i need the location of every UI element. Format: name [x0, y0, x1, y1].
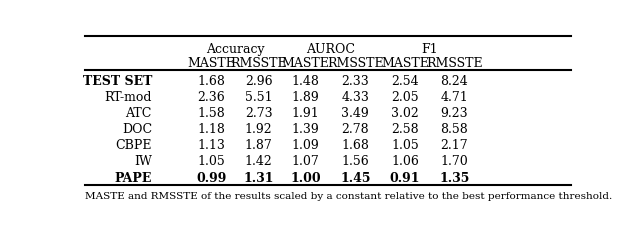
- Text: 1.48: 1.48: [292, 74, 319, 87]
- Text: 2.17: 2.17: [441, 139, 468, 152]
- Text: 2.73: 2.73: [244, 106, 273, 119]
- Text: 1.05: 1.05: [198, 155, 225, 168]
- Text: 2.54: 2.54: [391, 74, 419, 87]
- Text: 1.45: 1.45: [340, 171, 371, 184]
- Text: 1.89: 1.89: [292, 90, 319, 103]
- Text: 1.92: 1.92: [244, 123, 273, 135]
- Text: MASTE: MASTE: [282, 57, 330, 70]
- Text: RMSSTE: RMSSTE: [426, 57, 483, 70]
- Text: 1.00: 1.00: [291, 171, 321, 184]
- Text: MASTE: MASTE: [381, 57, 429, 70]
- Text: 2.33: 2.33: [341, 74, 369, 87]
- Text: 3.02: 3.02: [391, 106, 419, 119]
- Text: PAPE: PAPE: [115, 171, 152, 184]
- Text: RMSSTE: RMSSTE: [230, 57, 287, 70]
- Text: 1.39: 1.39: [292, 123, 319, 135]
- Text: MASTE: MASTE: [188, 57, 236, 70]
- Text: 1.42: 1.42: [244, 155, 273, 168]
- Text: RT-mod: RT-mod: [104, 90, 152, 103]
- Text: RMSSTE: RMSSTE: [327, 57, 383, 70]
- Text: 2.78: 2.78: [342, 123, 369, 135]
- Text: 2.05: 2.05: [391, 90, 419, 103]
- Text: 3.49: 3.49: [341, 106, 369, 119]
- Text: 2.96: 2.96: [244, 74, 273, 87]
- Text: 1.87: 1.87: [244, 139, 273, 152]
- Text: 9.23: 9.23: [441, 106, 468, 119]
- Text: 4.33: 4.33: [341, 90, 369, 103]
- Text: 1.35: 1.35: [439, 171, 470, 184]
- Text: 1.58: 1.58: [198, 106, 225, 119]
- Text: 2.36: 2.36: [198, 90, 225, 103]
- Text: 4.71: 4.71: [440, 90, 468, 103]
- Text: 0.91: 0.91: [390, 171, 420, 184]
- Text: 1.68: 1.68: [341, 139, 369, 152]
- Text: 2.58: 2.58: [391, 123, 419, 135]
- Text: 1.70: 1.70: [440, 155, 468, 168]
- Text: 1.31: 1.31: [243, 171, 274, 184]
- Text: 8.24: 8.24: [440, 74, 468, 87]
- Text: AUROC: AUROC: [306, 43, 355, 56]
- Text: Accuracy: Accuracy: [205, 43, 264, 56]
- Text: 1.09: 1.09: [292, 139, 319, 152]
- Text: DOC: DOC: [122, 123, 152, 135]
- Text: 1.68: 1.68: [198, 74, 225, 87]
- Text: 8.58: 8.58: [440, 123, 468, 135]
- Text: 1.91: 1.91: [292, 106, 319, 119]
- Text: MASTE and RMSSTE of the results scaled by a constant relative to the best perfor: MASTE and RMSSTE of the results scaled b…: [85, 191, 612, 200]
- Text: 5.51: 5.51: [244, 90, 273, 103]
- Text: 1.56: 1.56: [341, 155, 369, 168]
- Text: 1.05: 1.05: [391, 139, 419, 152]
- Text: IW: IW: [134, 155, 152, 168]
- Text: TEST SET: TEST SET: [83, 74, 152, 87]
- Text: 1.07: 1.07: [292, 155, 319, 168]
- Text: 1.13: 1.13: [198, 139, 225, 152]
- Text: F1: F1: [421, 43, 438, 56]
- Text: ATC: ATC: [125, 106, 152, 119]
- Text: 1.06: 1.06: [391, 155, 419, 168]
- Text: CBPE: CBPE: [115, 139, 152, 152]
- Text: 0.99: 0.99: [196, 171, 227, 184]
- Text: 1.18: 1.18: [198, 123, 225, 135]
